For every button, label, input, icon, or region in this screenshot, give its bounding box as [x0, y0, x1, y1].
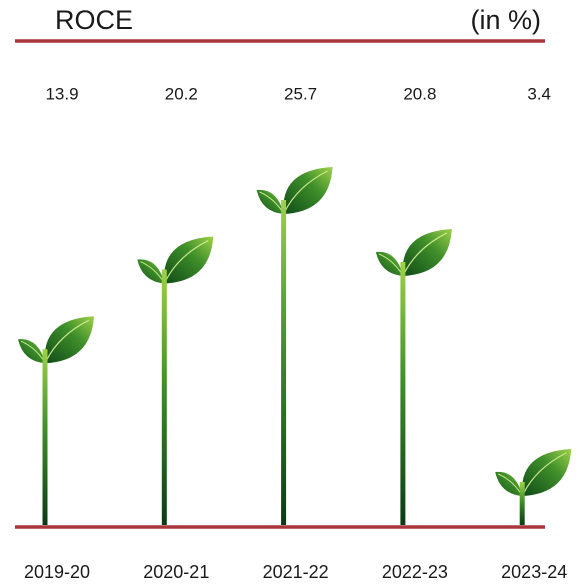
leaf: [402, 228, 452, 276]
leaf: [18, 339, 45, 364]
stem: [400, 261, 406, 525]
plant: [18, 316, 94, 525]
value-label: 13.9: [45, 84, 78, 103]
leaf-vein: [259, 191, 284, 213]
leaf: [164, 236, 214, 284]
leaf-vein: [498, 473, 522, 495]
leaf-vein: [284, 170, 328, 213]
leaf: [283, 167, 333, 214]
plant: [375, 228, 452, 525]
leaf-vein: [403, 232, 448, 275]
x-tick-label: 2023-24: [501, 562, 567, 582]
leaf: [521, 449, 572, 497]
plant: [137, 236, 214, 525]
value-label: 20.8: [403, 84, 436, 103]
leaf: [256, 189, 284, 214]
leaf: [495, 471, 523, 497]
leaf-vein: [378, 253, 403, 275]
unit-label: (in %): [470, 5, 541, 35]
plant: [256, 167, 333, 525]
x-tick-label: 2019-20: [24, 562, 90, 582]
leaf-vein: [140, 261, 164, 282]
chart-title: ROCE: [55, 5, 133, 35]
stem: [281, 200, 287, 525]
plant: [495, 449, 572, 525]
leaf-vein: [20, 340, 45, 362]
x-tick-label: 2022-23: [382, 562, 448, 582]
value-label: 3.4: [527, 84, 551, 103]
leaf: [137, 259, 165, 284]
stem: [42, 349, 48, 525]
stem: [161, 269, 167, 525]
value-label: 20.2: [165, 84, 198, 103]
leaf-vein: [45, 319, 90, 362]
leaf: [44, 316, 94, 364]
x-tick-label: 2020-21: [143, 562, 209, 582]
stem: [519, 482, 525, 525]
x-tick-label: 2021-22: [263, 562, 329, 582]
leaf: [375, 251, 403, 276]
leaf-vein: [522, 452, 567, 495]
leaf-vein: [164, 240, 209, 282]
value-label: 25.7: [284, 84, 317, 103]
